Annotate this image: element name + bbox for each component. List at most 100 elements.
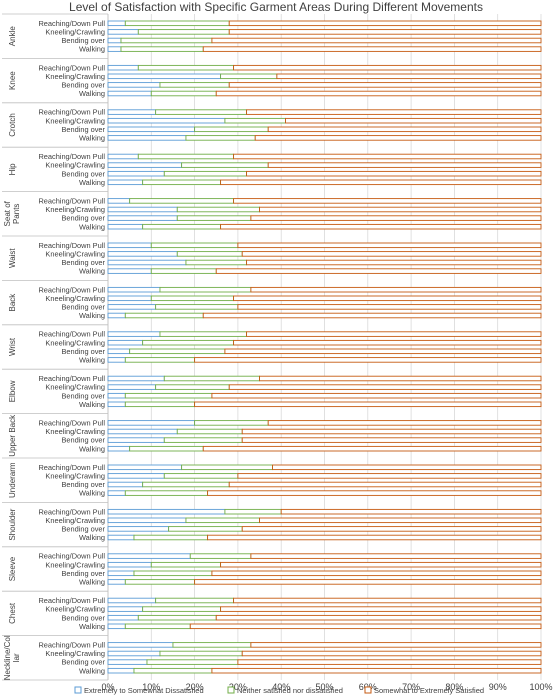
group-label: Back [8,293,17,312]
bar-segment [224,508,282,515]
category-label: Walking [79,666,105,675]
bar-segment [267,162,542,168]
bar-segment [107,117,226,124]
group-label: Knee [8,71,17,90]
bar-segment [107,526,170,532]
bar-segment [237,304,542,310]
group-label-line: Chest [8,602,17,624]
bar-segment [202,46,542,52]
bar-segment [220,179,542,186]
group-label: Waist [8,248,17,268]
category-label: Bending over [61,480,105,489]
bar-segment [124,401,196,408]
category-label: Kneeling/Crawling [45,560,105,569]
category-label: Bending over [61,169,105,178]
bar-segment [176,428,243,435]
group-label-line: Back [8,293,17,312]
bar-segment [150,90,217,97]
bar-segment [107,339,144,346]
bar-segment [228,82,542,88]
bar-segment [267,420,542,426]
category-label: Reaching/Down Pull [38,463,105,472]
group-label: Upper Back [8,414,17,457]
category-label: Reaching/Down Pull [38,241,105,250]
category-label: Walking [79,267,105,276]
bar-segment [129,445,204,452]
bar-segment [107,420,196,426]
category-label: Bending over [61,347,105,356]
category-label: Kneeling/Crawling [45,72,105,81]
bar-segment [220,223,542,230]
bar-segment [107,437,165,443]
bar-segment [107,642,174,648]
bar-segment [107,579,126,585]
bar-segment [176,215,252,221]
bar-segment [124,312,204,319]
bar-segment [259,206,542,213]
bar-segment [150,268,217,274]
bar-segment [246,259,542,266]
bar-segment [254,135,542,141]
bar-segment [107,428,178,435]
bar-segment [150,295,235,302]
category-label: Walking [79,134,105,143]
bar-segment [107,304,157,310]
bar-segment [107,348,131,355]
bar-segment [124,357,196,363]
group-label: Ankle [8,26,17,47]
category-label: Kneeling/Crawling [45,427,105,436]
category-label: Walking [79,222,105,231]
x-tick-label: 40% [272,682,290,692]
group-labels: Ankle Knee Crotch Hip Seat ofPants Waist Back W… [3,26,21,681]
group-label-line: Waist [8,248,17,268]
group-label-line: Neckline/Col [3,635,12,680]
category-label: Bending over [61,125,105,134]
group-label: Underarm [8,462,17,498]
bar-segment [228,384,542,390]
bar-segment [202,445,542,452]
bar-segment [120,37,213,44]
category-labels: Reaching/Down PullKneeling/CrawlingBendi… [38,19,105,675]
bar-segment [107,561,152,568]
bar-segment [220,561,542,568]
bar-segment [163,473,239,479]
bar-segment [107,312,126,319]
category-label: Walking [79,533,105,542]
bar-segment [259,517,542,524]
x-tick-label: 30% [229,682,247,692]
bar-segment [220,606,542,612]
group-label-line: Seat of [3,200,12,226]
bar-segment [155,304,239,310]
category-label: Walking [79,89,105,98]
bar-segment [220,73,278,80]
bar-segment [159,82,230,88]
group-label: Neckline/Collar [3,635,21,680]
category-label: Kneeling/Crawling [45,472,105,481]
bar-segment [185,259,248,266]
group-label: Wrist [8,337,17,356]
bar-segment [107,170,165,177]
group-label: Seat ofPants [3,200,21,226]
category-label: Bending over [61,613,105,622]
group-label-line: Hip [8,163,17,176]
x-tick-label: 70% [402,682,420,692]
bar-segment [107,375,165,382]
category-label: Walking [79,400,105,409]
bar-segment [124,623,191,630]
bar-segment [107,82,161,88]
x-tick-label: 20% [186,682,204,692]
bar-segment [241,251,542,257]
x-tick-label: 80% [445,682,463,692]
category-label: Reaching/Down Pull [38,330,105,339]
group-label: Chest [8,602,17,624]
category-label: Reaching/Down Pull [38,641,105,650]
category-label: Reaching/Down Pull [38,63,105,72]
bar-segment [107,392,126,399]
group-label: Crotch [8,113,17,137]
bar-segment [194,579,542,585]
bar-segment [129,348,226,355]
bar-segment [163,437,243,443]
bar-segment [194,420,269,426]
category-label: Kneeling/Crawling [45,116,105,125]
